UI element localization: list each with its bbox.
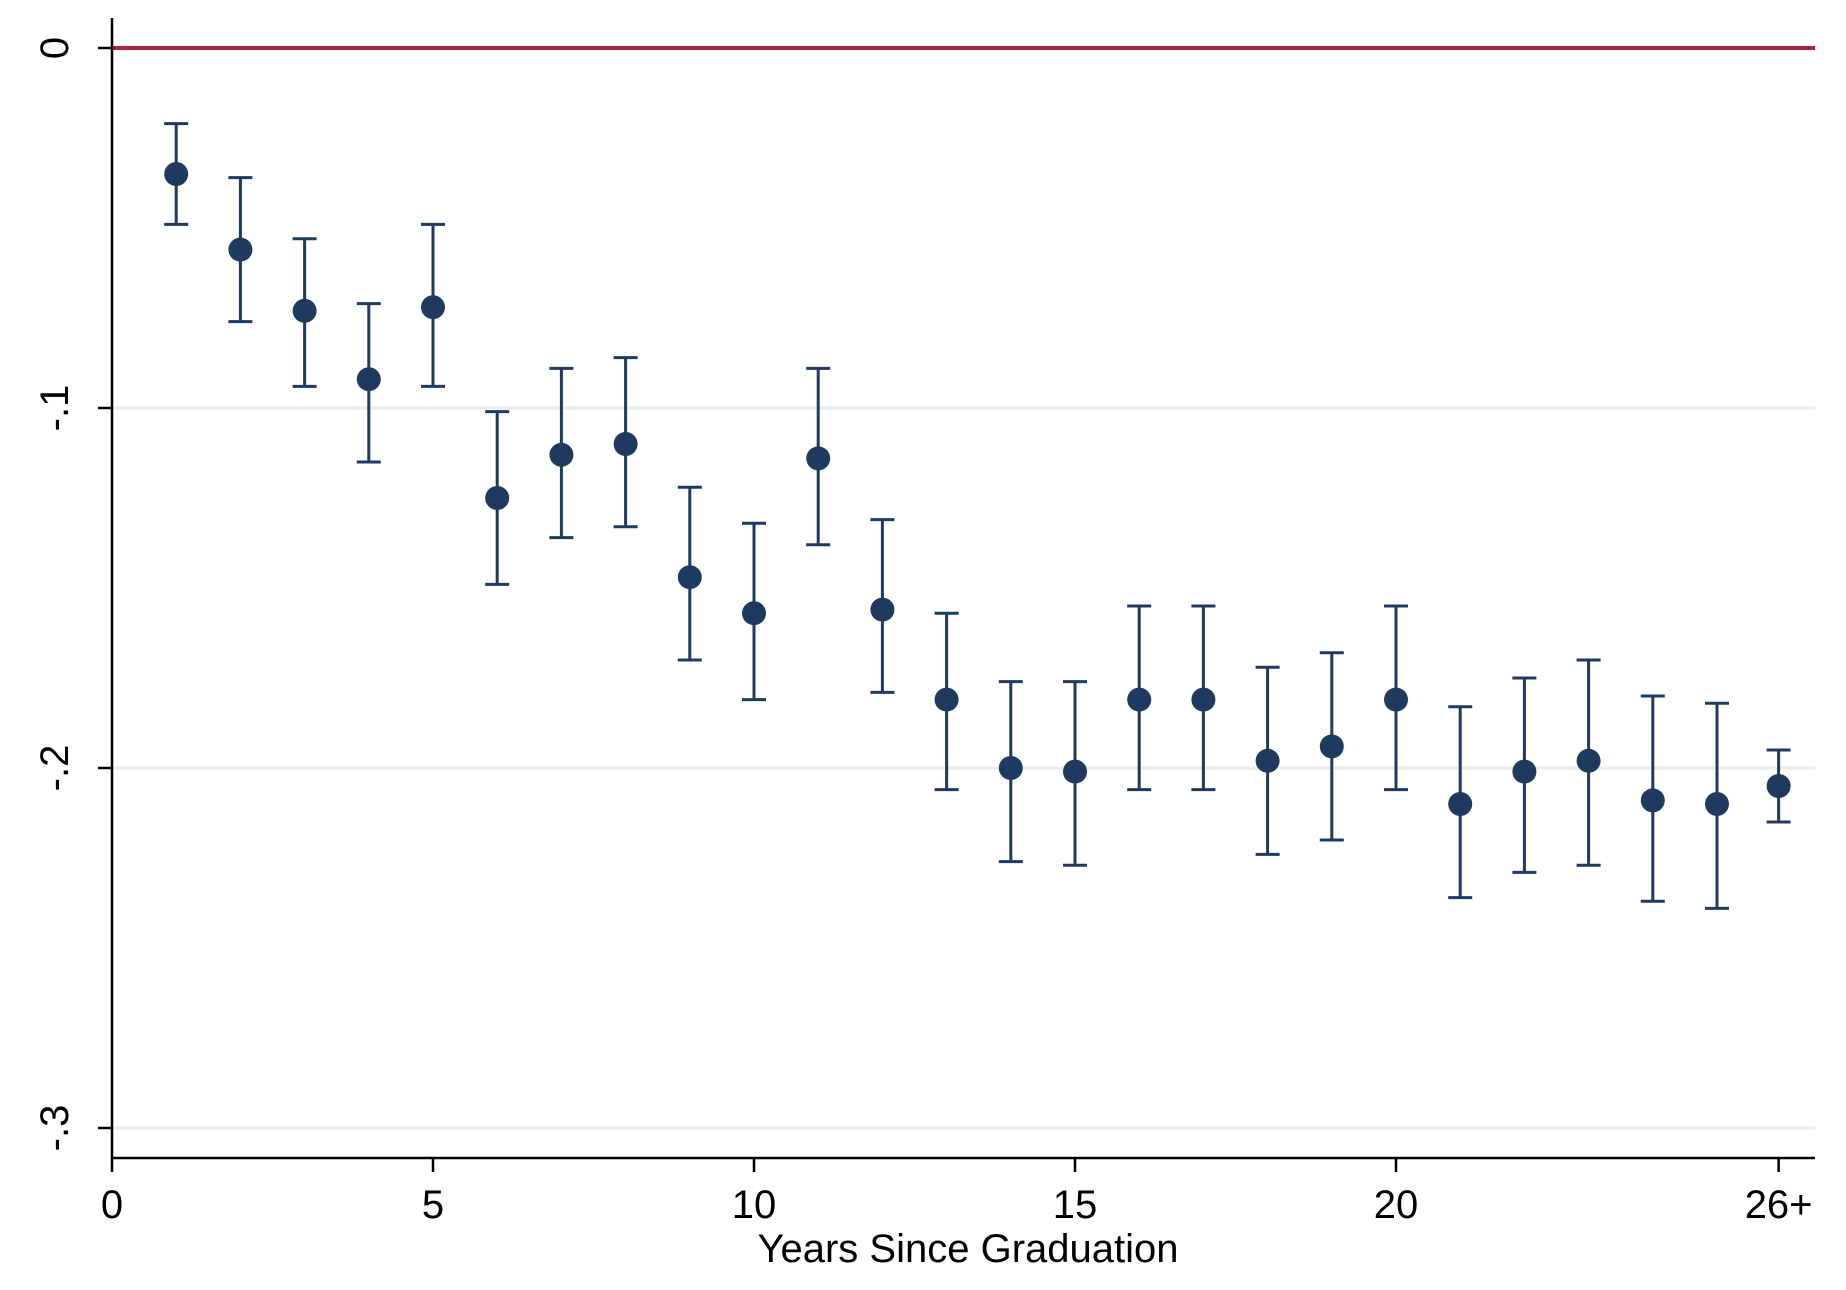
x-tick-label: 10 [732,1183,777,1227]
y-tick-label: -.1 [33,385,77,432]
data-point [1191,687,1216,712]
tick-labels: 0 -.1 -.2 -.3 0 5 10 15 20 26+ [33,37,1813,1227]
y-tick-label: -.3 [33,1105,77,1152]
data-point [1766,774,1791,798]
data-point [228,237,253,262]
data-point [1640,788,1665,813]
x-tick-label: 5 [422,1183,444,1227]
data-point [1319,734,1344,759]
data-points [164,162,1791,816]
data-point [998,756,1023,780]
data-point [1705,792,1729,816]
error-bars [164,122,1791,910]
data-point [934,687,959,712]
data-point [613,432,638,456]
y-tick-label: 0 [33,37,77,59]
data-point [356,367,381,392]
data-point [677,565,702,590]
data-point [164,162,189,186]
data-point [1384,687,1408,712]
data-point [1448,792,1473,816]
data-point [870,597,895,622]
data-point [1512,759,1537,784]
data-point [1255,748,1280,773]
x-axis-title: Years Since Graduation [757,1227,1178,1271]
data-point [1576,748,1601,773]
data-point [292,298,317,323]
axes [98,18,1815,1172]
data-point [806,446,831,471]
data-point [549,442,574,467]
x-tick-label: 15 [1053,1183,1098,1227]
data-point [485,486,510,510]
data-point [1127,687,1152,712]
data-point [1063,759,1087,784]
data-point [421,295,445,320]
data-point [742,601,766,626]
grid-lines [112,406,1815,1130]
y-tick-label: -.2 [33,745,77,792]
x-tick-label: 0 [101,1183,123,1227]
x-tick-label: 26+ [1745,1183,1813,1227]
x-tick-label: 20 [1374,1183,1419,1227]
